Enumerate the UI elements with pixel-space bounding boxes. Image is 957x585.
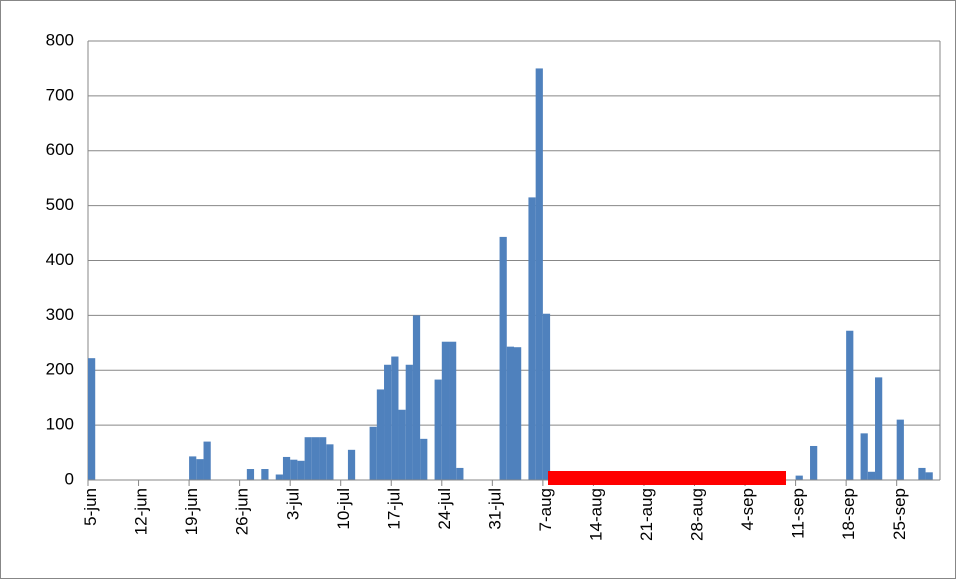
y-tick-label: 100 xyxy=(46,415,74,434)
y-tick-label: 200 xyxy=(46,360,74,379)
bar xyxy=(925,472,933,480)
bar xyxy=(506,346,514,480)
x-tick-label: 10-jul xyxy=(334,488,353,530)
bar xyxy=(810,445,818,480)
x-tick-label: 19-jun xyxy=(182,488,201,535)
bar xyxy=(326,444,334,480)
x-tick-label: 12-jun xyxy=(132,488,151,535)
bar xyxy=(846,330,854,480)
y-tick-label: 300 xyxy=(46,305,74,324)
bar xyxy=(376,389,385,480)
y-tick-label: 500 xyxy=(46,195,74,214)
bar xyxy=(875,377,883,480)
bar xyxy=(795,475,803,480)
bar xyxy=(304,437,312,480)
y-tick-label: 600 xyxy=(46,140,74,159)
bar xyxy=(542,313,551,480)
x-tick-label: 18-sep xyxy=(839,488,858,540)
bar xyxy=(88,358,96,480)
bar xyxy=(290,459,298,480)
bar xyxy=(391,356,399,480)
bar xyxy=(297,460,305,480)
bar xyxy=(398,409,406,480)
x-tick-label: 14-aug xyxy=(587,488,606,541)
bar xyxy=(499,236,507,480)
x-tick-label: 4-sep xyxy=(738,488,757,531)
plot-area: 0 100 200 300 400 500 600 700 800 5-jun 12-jun 19-j… xyxy=(46,30,941,541)
x-tick-label: 21-aug xyxy=(637,488,656,541)
x-tick-label: 5-jun xyxy=(81,488,100,526)
bar xyxy=(412,315,421,480)
x-tick-label: 25-sep xyxy=(890,488,909,540)
bar xyxy=(261,469,269,480)
bar xyxy=(456,467,464,480)
bar xyxy=(196,459,204,480)
x-tick-label: 28-aug xyxy=(688,488,707,541)
x-tick-label: 3-jul xyxy=(283,488,302,520)
bar xyxy=(275,474,283,480)
bar xyxy=(246,469,255,480)
x-tick-label: 31-jul xyxy=(485,488,504,530)
y-tick-label: 0 xyxy=(65,469,74,488)
x-tick-label: 11-sep xyxy=(789,488,808,539)
y-tick-label: 800 xyxy=(46,30,74,49)
x-tick-label: 7-aug xyxy=(536,488,555,531)
bar xyxy=(369,426,377,480)
bar xyxy=(405,364,413,480)
bar xyxy=(896,419,904,480)
bar xyxy=(347,449,356,480)
bar xyxy=(189,456,197,480)
bar xyxy=(319,437,327,480)
bar xyxy=(535,68,543,480)
missing-data-bar xyxy=(548,471,786,485)
y-tick-label: 700 xyxy=(46,85,74,104)
bar xyxy=(528,197,536,481)
bar xyxy=(867,471,876,480)
bar xyxy=(203,441,211,480)
bar xyxy=(282,456,291,480)
bar xyxy=(384,364,392,480)
bar xyxy=(311,437,320,480)
bar xyxy=(441,341,450,480)
bar xyxy=(420,438,428,480)
x-tick-label: 24-jul xyxy=(435,488,454,530)
x-tick-label: 17-jul xyxy=(384,488,403,530)
x-tick-label: 26-jun xyxy=(233,488,252,535)
bar xyxy=(434,379,442,480)
bar xyxy=(860,433,868,480)
bar xyxy=(449,341,457,480)
bar xyxy=(514,347,522,480)
bar xyxy=(918,467,926,480)
y-tick-label: 400 xyxy=(46,250,74,269)
